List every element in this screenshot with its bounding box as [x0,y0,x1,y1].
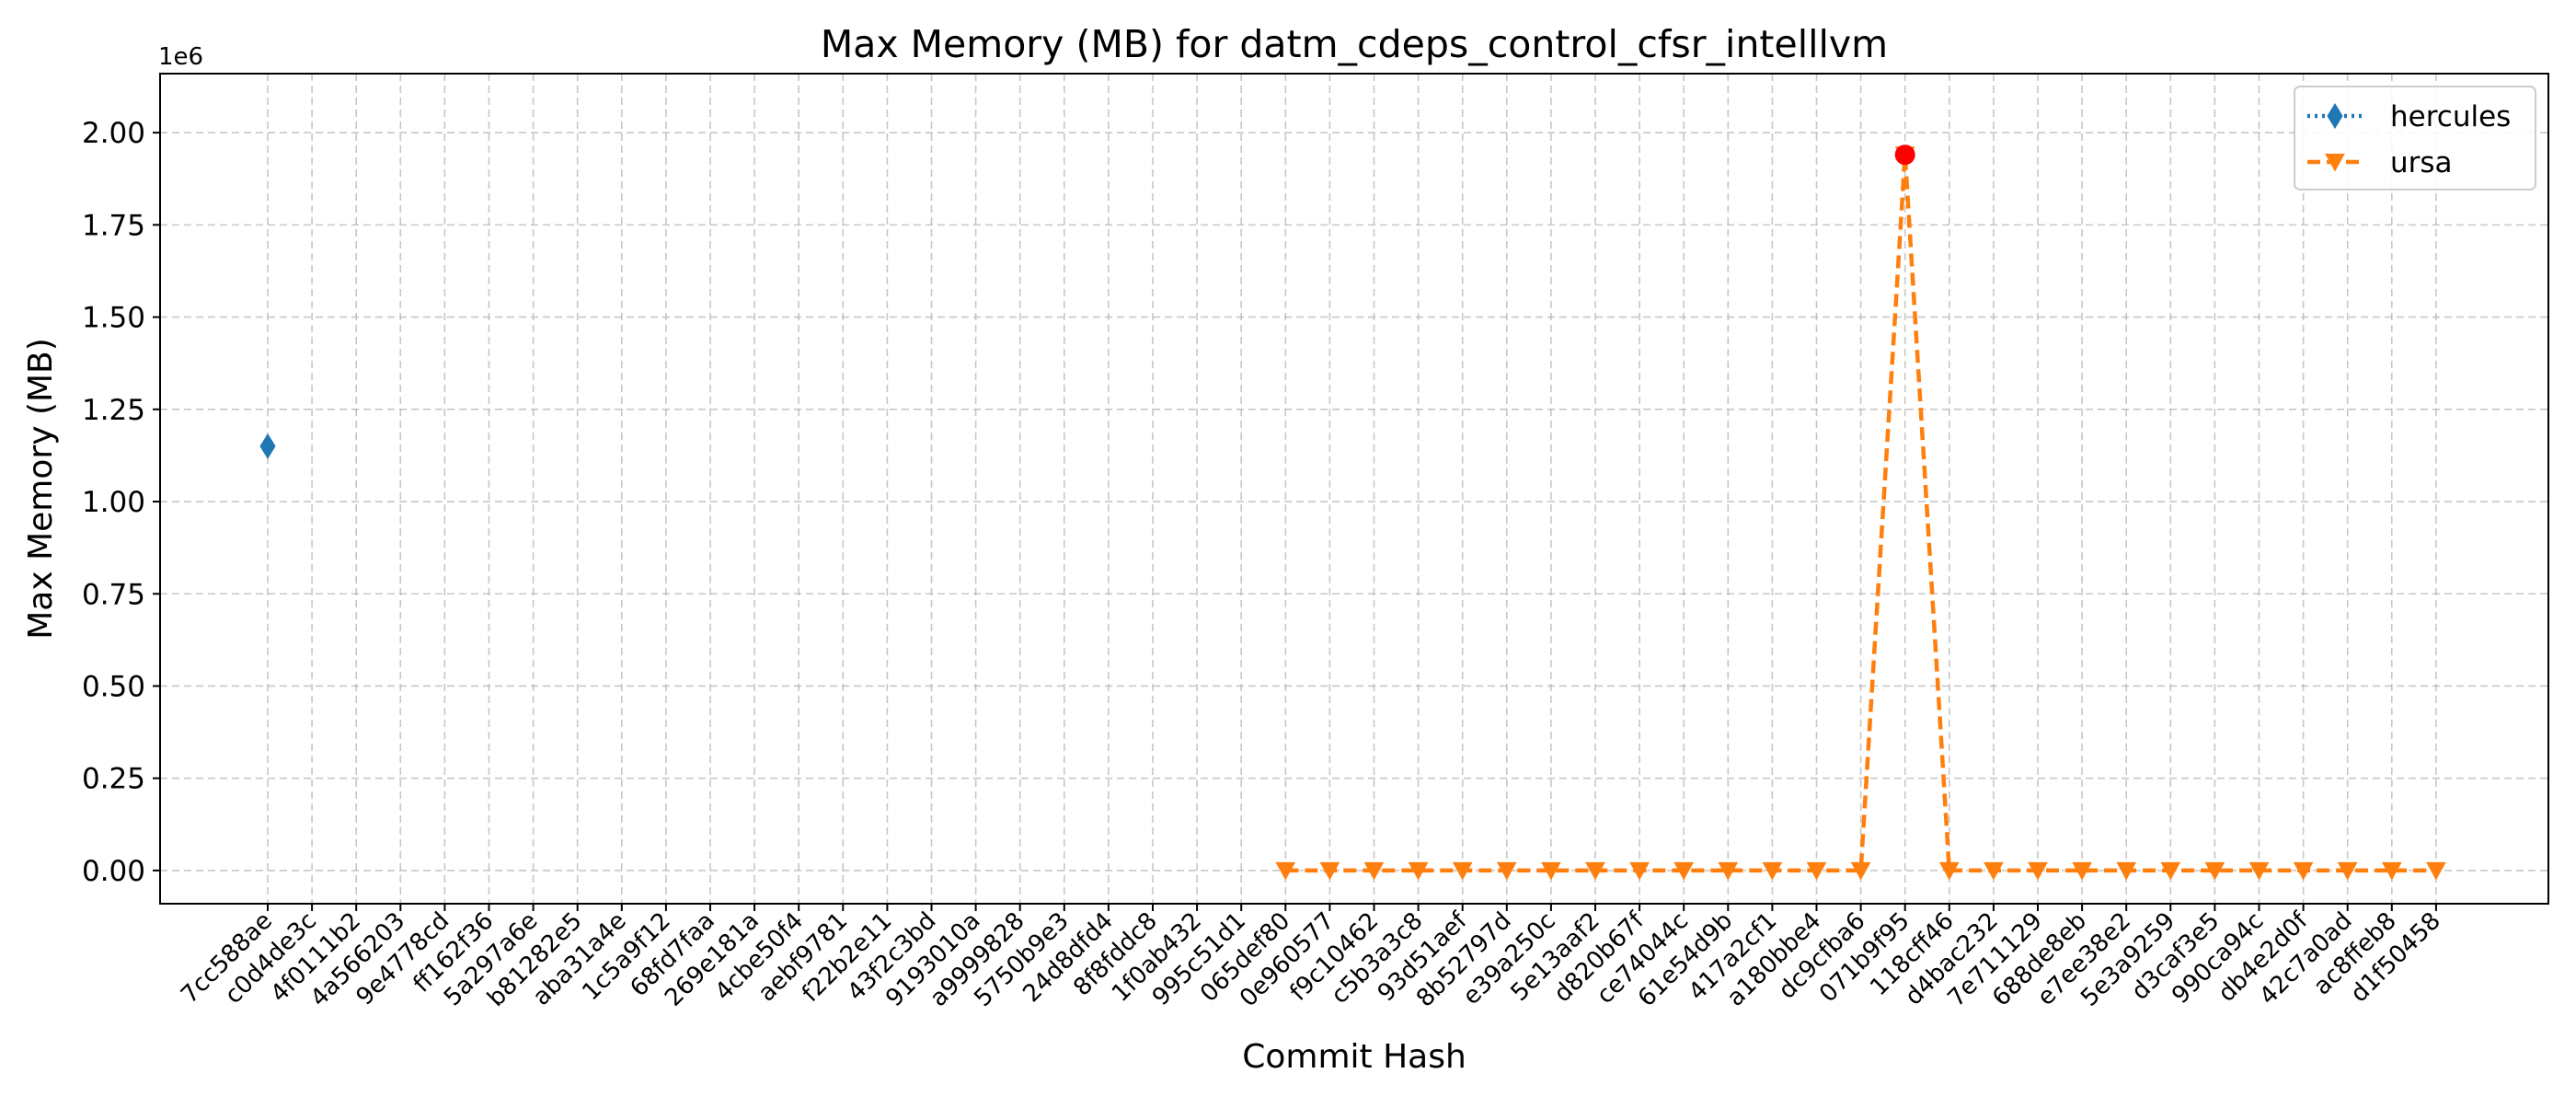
legend-marker-ursa [2325,154,2345,172]
marker-layer [259,144,2446,881]
data-point-ursa [2116,861,2137,881]
y-tick-label: 0.25 [82,763,145,796]
y-axis-offset-label: 1e6 [158,43,203,71]
data-point-ursa [2293,861,2314,881]
data-point-ursa [1984,861,2004,881]
legend-label-ursa: ursa [2390,146,2453,179]
data-point-hercules [259,433,276,459]
x-axis-label: Commit Hash [1242,1038,1466,1076]
series-line-ursa [1285,152,2436,873]
data-point-ursa [2072,861,2092,881]
data-point-ursa [2426,861,2446,881]
data-point-ursa [2204,861,2225,881]
data-point-ursa [1363,861,1385,881]
data-point-ursa [2028,861,2048,881]
y-tick-label: 1.50 [82,302,145,335]
y-tick-label: 0.00 [82,855,145,888]
y-tick-label: 0.75 [82,578,145,611]
data-point-ursa [1762,861,1783,881]
data-point-ursa [1718,861,1739,881]
y-axis-ticks: 0.00 0.25 0.50 0.75 1.00 1.25 1.50 1.75 2.00 [82,117,160,888]
data-point-ursa [1938,861,1960,881]
y-axis-label: Max Memory (MB) [22,338,60,640]
plot-frame [159,73,2549,905]
data-point-ursa [1496,861,1517,881]
data-point-ursa [1673,861,1695,881]
data-point-ursa [1408,861,1429,881]
data-point-ursa [1275,861,1296,881]
chart-title: Max Memory (MB) for datm_cdeps_control_c… [821,22,1888,66]
x-axis-ticks: 7cc588aec0d4de3c4f0111b24a5662039e4778cd… [176,904,2446,1012]
grid-lines [160,74,2548,904]
data-point-ursa [2160,861,2181,881]
data-point-ursa [1585,861,1605,881]
y-tick-label: 2.00 [82,117,145,150]
data-point-ursa [2337,861,2358,881]
series-layer [1285,152,2436,873]
y-tick-label: 0.50 [82,670,145,703]
y-tick-label: 1.75 [82,209,145,242]
y-tick-label: 1.25 [82,394,145,427]
legend-marker-hercules [2327,103,2343,129]
axes [159,73,2549,905]
data-point-ursa [1850,861,1871,881]
data-point-ursa [2248,861,2270,881]
data-point-ursa [1806,861,1827,881]
legend-label-hercules: hercules [2390,100,2511,133]
highlight-point [1894,144,1915,166]
y-tick-label: 1.00 [82,486,145,519]
data-point-ursa [1452,861,1473,881]
legend: hercules ursa [2294,86,2536,190]
data-point-ursa [1541,861,1561,881]
data-point-ursa [1319,861,1340,881]
data-point-ursa [1629,861,1650,881]
data-point-ursa [2381,861,2402,881]
